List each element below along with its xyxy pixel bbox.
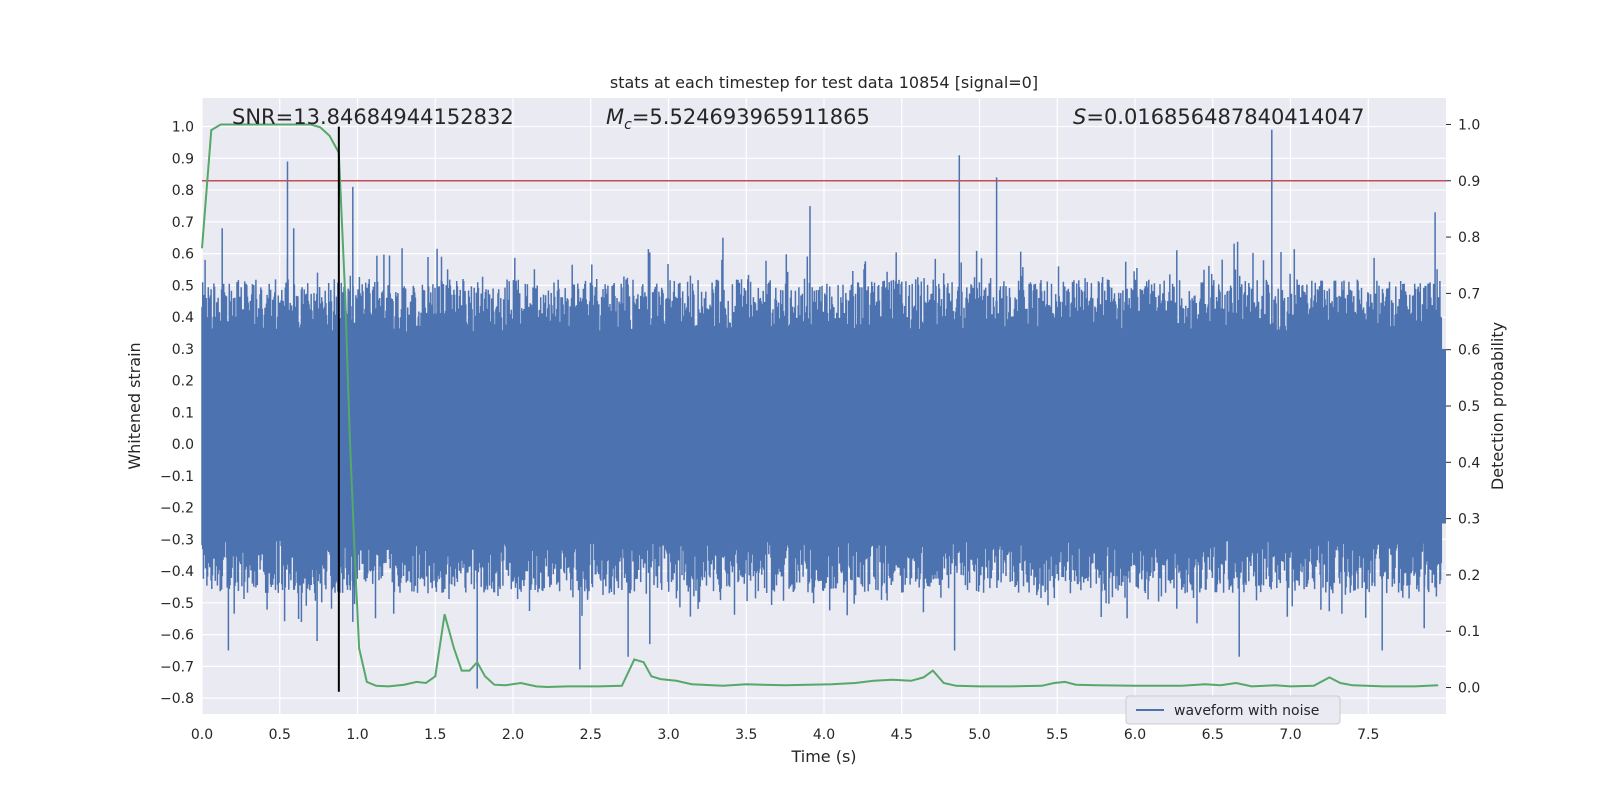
chirp-mass-symbol: M — [606, 105, 624, 129]
y-tick-label: 0.5 — [172, 278, 194, 294]
x-tick-label: 5.5 — [1046, 727, 1068, 743]
chirp-mass-subscript: c — [624, 117, 632, 133]
y-tick-label: 0.7 — [172, 215, 194, 231]
chirp-mass-value: =5.524693965911865 — [632, 105, 870, 129]
legend-box — [1125, 695, 1341, 725]
s-value: =0.016856487840414047 — [1086, 105, 1364, 129]
y-tick-label: −0.6 — [160, 628, 194, 644]
right-y-tick-label: 0.0 — [1458, 681, 1480, 697]
y-tick-label: −0.4 — [160, 564, 194, 580]
chart-title: stats at each timestep for test data 108… — [610, 73, 1038, 92]
y-tick-label: −0.1 — [160, 469, 194, 485]
chirp-mass-annotation: Mc=5.524693965911865 — [606, 105, 870, 133]
x-tick-label: 2.5 — [580, 727, 602, 743]
y-tick-label: 0.8 — [172, 183, 194, 199]
left-y-tick-labels: 1.0 0.9 0.8 0.7 0.6 0.5 0.4 0.3 0.2 0.1 0.0 −0.1 −0.… — [160, 120, 194, 708]
x-tick-label: 7.0 — [1279, 727, 1301, 743]
waveform-dense-core — [202, 348, 1446, 524]
x-axis-label: Time (s) — [790, 747, 856, 766]
x-tick-label: 6.0 — [1124, 727, 1146, 743]
right-y-tick-label: 0.2 — [1458, 568, 1480, 584]
x-tick-label: 1.5 — [424, 727, 446, 743]
x-tick-label: 0.0 — [191, 727, 213, 743]
s-symbol: S — [1073, 105, 1086, 129]
x-tick-label: 3.0 — [657, 727, 679, 743]
right-y-tick-label: 0.7 — [1458, 286, 1480, 302]
probability-series — [201, 123, 1439, 689]
right-y-tick-label: 0.8 — [1458, 230, 1480, 246]
right-y-tick-labels: 1.0 0.9 0.8 0.7 0.6 0.5 0.4 0.3 0.2 0.1 0.0 — [1446, 117, 1480, 697]
waveform-series — [201, 129, 1446, 689]
y-tick-label: 0.6 — [172, 247, 194, 263]
right-y-tick-label: 0.1 — [1458, 624, 1480, 640]
right-y-tick-label: 0.9 — [1458, 174, 1480, 190]
detection-probability-line — [201, 123, 1439, 689]
y-axis-label-right: Detection probability — [1488, 322, 1507, 490]
y-tick-label: 1.0 — [172, 120, 194, 136]
x-tick-label: 2.0 — [502, 727, 524, 743]
right-y-tick-label: 0.5 — [1458, 399, 1480, 415]
y-tick-label: −0.5 — [160, 596, 194, 612]
right-y-tick-label: 1.0 — [1458, 117, 1480, 133]
y-tick-label: 0.1 — [172, 405, 194, 421]
x-tick-label: 3.5 — [735, 727, 757, 743]
s-annotation: S=0.016856487840414047 — [1073, 105, 1364, 129]
x-tick-label: 1.0 — [346, 727, 368, 743]
right-y-tick-label: 0.4 — [1458, 455, 1480, 471]
y-tick-label: 0.4 — [172, 310, 194, 326]
x-tick-label: 4.5 — [891, 727, 913, 743]
y-tick-label: 0.9 — [172, 151, 194, 167]
y-tick-label: −0.3 — [160, 532, 194, 548]
y-axis-label: Whitened strain — [125, 342, 144, 469]
y-tick-label: −0.2 — [160, 501, 194, 517]
x-tick-labels: 0.0 0.5 1.0 1.5 2.0 2.5 3.0 3.5 4.0 4.5 5.0 5.5 6.0 6… — [191, 727, 1380, 743]
x-tick-label: 6.5 — [1202, 727, 1224, 743]
x-tick-label: 7.5 — [1357, 727, 1379, 743]
right-y-tick-label: 0.3 — [1458, 512, 1480, 528]
y-tick-label: −0.7 — [160, 659, 194, 675]
legend-label: waveform with noise — [1174, 703, 1319, 719]
y-tick-label: 0.0 — [172, 437, 194, 453]
y-tick-label: 0.2 — [172, 374, 194, 390]
x-tick-label: 5.0 — [968, 727, 990, 743]
legend: waveform with noise — [1125, 695, 1341, 725]
y-tick-label: −0.8 — [160, 691, 194, 707]
snr-annotation: SNR=13.84684944152832 — [232, 105, 514, 129]
x-tick-label: 0.5 — [269, 727, 291, 743]
right-y-tick-label: 0.6 — [1458, 343, 1480, 359]
y-tick-label: 0.3 — [172, 342, 194, 358]
x-tick-label: 4.0 — [813, 727, 835, 743]
